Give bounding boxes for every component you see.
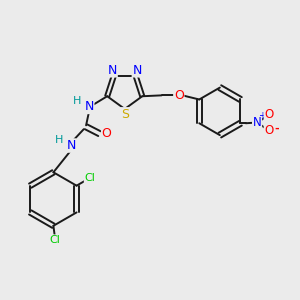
Text: Cl: Cl	[50, 235, 60, 245]
Text: N: N	[67, 139, 76, 152]
Text: N: N	[84, 100, 94, 113]
Text: O: O	[264, 108, 274, 121]
Text: O: O	[102, 127, 112, 140]
Text: S: S	[121, 108, 129, 121]
Text: O: O	[174, 89, 184, 102]
Text: H: H	[55, 135, 64, 145]
Text: H: H	[73, 96, 81, 106]
Text: Cl: Cl	[85, 173, 95, 183]
Text: N: N	[108, 64, 117, 77]
Text: N: N	[132, 64, 142, 77]
Text: -: -	[274, 124, 279, 134]
Text: O: O	[264, 124, 274, 137]
Text: N: N	[253, 116, 262, 129]
Text: +: +	[258, 111, 266, 121]
